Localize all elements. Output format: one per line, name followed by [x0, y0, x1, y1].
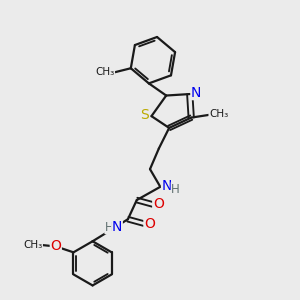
Text: O: O — [50, 239, 61, 254]
Text: N: N — [112, 220, 122, 234]
Text: N: N — [162, 179, 172, 193]
Text: O: O — [144, 217, 155, 231]
Text: S: S — [141, 108, 149, 122]
Text: O: O — [153, 197, 164, 212]
Text: H: H — [105, 220, 114, 234]
Text: CH₃: CH₃ — [23, 240, 43, 250]
Text: CH₃: CH₃ — [95, 67, 115, 77]
Text: CH₃: CH₃ — [209, 109, 228, 119]
Text: N: N — [191, 85, 201, 100]
Text: H: H — [171, 183, 180, 196]
